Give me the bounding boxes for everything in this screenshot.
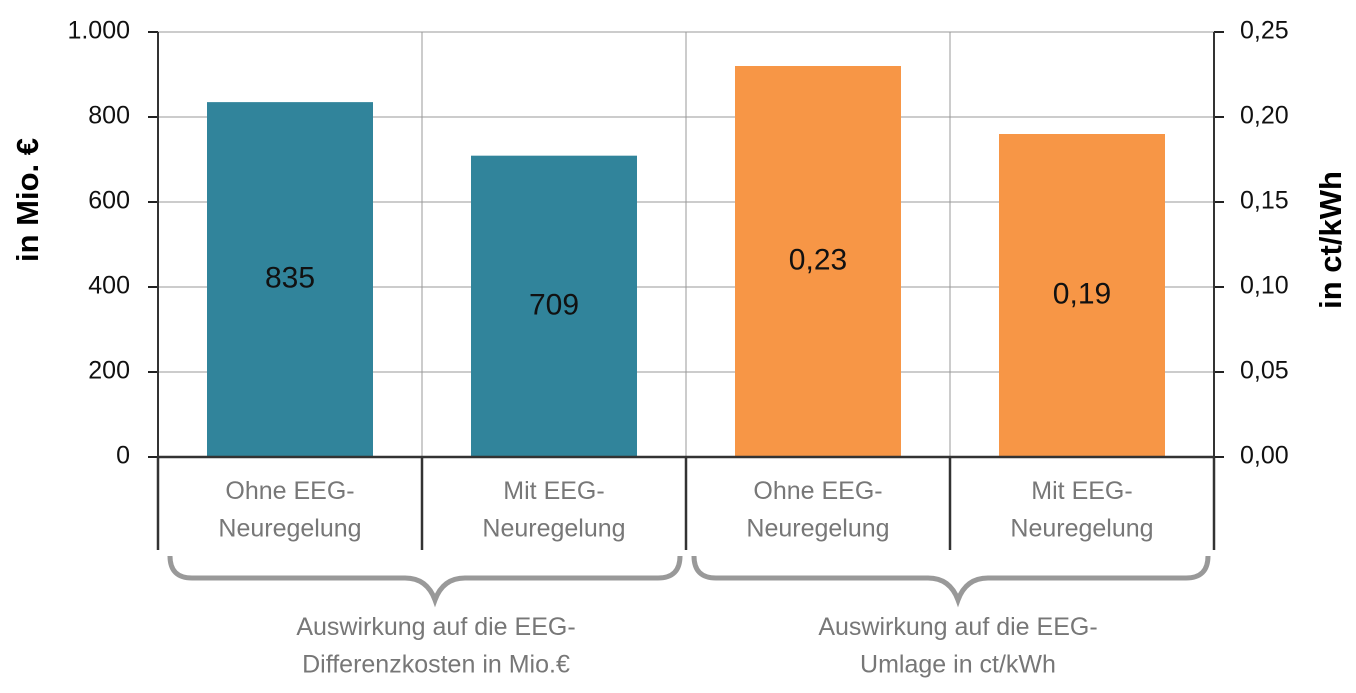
y2-tick-label: 0,25 xyxy=(1240,17,1289,45)
y2-tick-label: 0,15 xyxy=(1240,187,1289,215)
y-tick-label: 200 xyxy=(88,357,130,385)
bar xyxy=(471,155,637,458)
y-tick-label: 800 xyxy=(88,102,130,130)
x-tick-label: Ohne EEG-Neuregelung xyxy=(746,477,889,543)
y-tick-label: 1.000 xyxy=(67,17,130,45)
y-tick-label: 400 xyxy=(88,272,130,300)
y2-tick-label: 0,10 xyxy=(1240,272,1289,300)
x-tick-label: Mit EEG-Neuregelung xyxy=(1010,477,1153,543)
y-tick-label: 0 xyxy=(116,442,130,470)
group-label: Auswirkung auf die EEG-Umlage in ct/kWh xyxy=(818,613,1097,679)
bar xyxy=(207,102,373,457)
y-tick-label: 600 xyxy=(88,187,130,215)
data-label: 0,19 xyxy=(1053,277,1111,310)
brace xyxy=(167,555,683,608)
bar xyxy=(999,134,1165,457)
brace xyxy=(691,555,1211,608)
y-axis-title: in Mio. € xyxy=(10,138,45,262)
x-tick-label: Mit EEG-Neuregelung xyxy=(482,477,625,543)
y2-tick-label: 0,00 xyxy=(1240,442,1289,470)
y2-axis-title: in ct/kWh xyxy=(1313,171,1348,309)
data-label: 0,23 xyxy=(789,243,847,276)
y2-tick-label: 0,20 xyxy=(1240,102,1289,130)
bar xyxy=(735,66,901,457)
group-label: Auswirkung auf die EEG-Differenzkosten i… xyxy=(296,613,575,679)
y2-tick-label: 0,05 xyxy=(1240,357,1289,385)
data-label: 709 xyxy=(529,288,579,321)
data-label: 835 xyxy=(265,261,315,294)
x-tick-label: Ohne EEG-Neuregelung xyxy=(218,477,361,543)
